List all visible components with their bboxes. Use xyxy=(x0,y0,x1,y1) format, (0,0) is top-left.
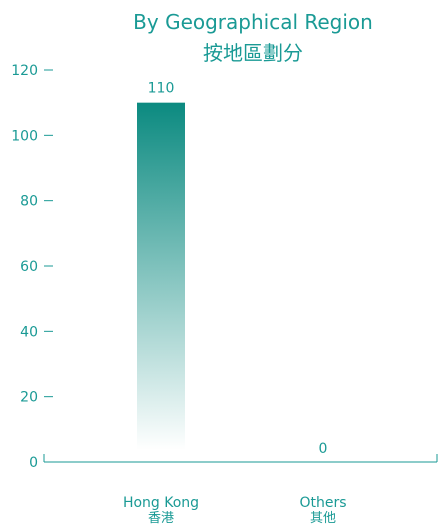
y-tick-label: 80 xyxy=(20,194,38,210)
x-category-sublabel: 其他 xyxy=(310,511,336,526)
y-tick-label: 60 xyxy=(20,259,38,275)
y-tick-label: 20 xyxy=(20,390,38,406)
x-category-label: Others xyxy=(299,495,346,511)
x-category-label: Hong Kong xyxy=(123,495,199,511)
x-category-sublabel: 香港 xyxy=(148,511,174,526)
chart-subtitle: 按地區劃分 xyxy=(203,41,303,65)
y-axis: 0 20 40 60 80 100 120 xyxy=(11,63,53,471)
data-label: 0 xyxy=(319,441,328,457)
bars: 110 0 xyxy=(137,81,327,457)
chart-title: By Geographical Region xyxy=(133,10,373,34)
y-tick-label: 100 xyxy=(11,128,38,144)
data-label: 110 xyxy=(148,81,175,97)
y-tick-label: 40 xyxy=(20,324,38,340)
bar-hong-kong xyxy=(137,102,185,451)
y-tick-label: 120 xyxy=(11,63,38,79)
y-tick-label: 0 xyxy=(29,455,38,471)
